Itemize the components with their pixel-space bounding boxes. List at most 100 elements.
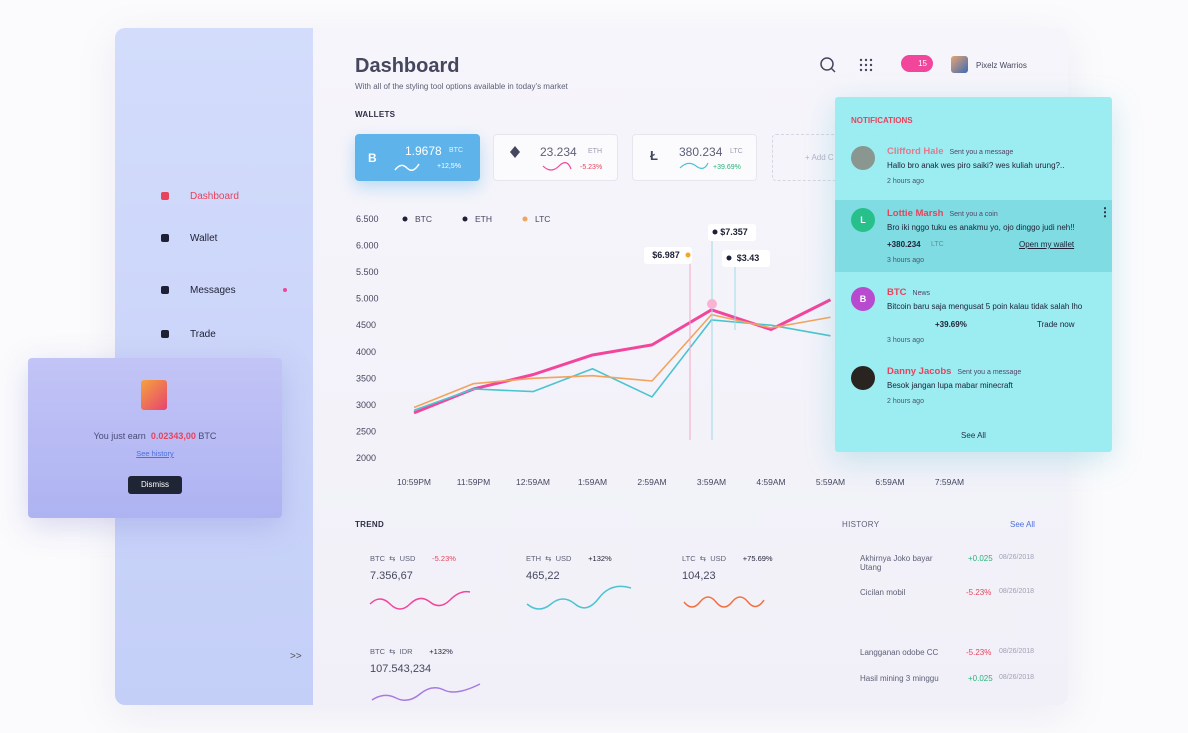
avatar: B xyxy=(851,287,875,311)
y-tick-label: 4000 xyxy=(356,347,376,357)
annotation: $7.357 xyxy=(720,227,748,237)
sender-name: Danny Jacobs xyxy=(887,366,952,377)
annotation-box xyxy=(722,250,770,267)
wallet-amount: 380.234 xyxy=(679,145,723,159)
wallet-card[interactable]: B 1.9678 BTC +12,5% xyxy=(355,134,480,181)
x-tick-label: 2:59AM xyxy=(637,477,666,487)
wallet-amount: 23.234 xyxy=(540,145,577,159)
message: Hallo bro anak wes piro saiki? wes kulia… xyxy=(887,161,1065,170)
quote: USD xyxy=(399,554,416,563)
section-label: TREND xyxy=(355,520,385,529)
coin-icon: B xyxy=(368,151,377,165)
y-tick-label: 2500 xyxy=(356,426,376,436)
add-wallet-label: + Add C xyxy=(805,153,834,162)
trend-item[interactable]: LTC ⇆ USD +75.69% 104,23 xyxy=(682,554,773,582)
name: Cicilan mobil xyxy=(860,588,906,597)
quote: USD xyxy=(555,554,572,563)
wallet-amount: 1.9678 xyxy=(405,144,442,158)
name: Akhirnya Joko bayar Utang xyxy=(860,554,933,572)
highlight xyxy=(835,200,1112,272)
y-tick-label: 5.500 xyxy=(356,267,379,277)
action: Sent you a message xyxy=(957,369,1022,376)
amount: +380.234 xyxy=(887,240,921,249)
series-line xyxy=(413,298,832,415)
x-tick-label: 6:59AM xyxy=(875,477,904,487)
sparkline xyxy=(369,590,471,610)
sender: Danny Jacobs Sent you a message xyxy=(887,366,1021,377)
history-link[interactable]: See history xyxy=(136,449,174,458)
trend-item[interactable]: BTC ⇆ USD -5.23% 7.356,67 xyxy=(370,554,456,582)
sparkline xyxy=(683,596,765,608)
menu-label: Messages xyxy=(190,285,236,296)
trend-item[interactable]: BTC ⇆ IDR +132% 107.543,234 xyxy=(370,647,453,675)
name: Hasil mining 3 minggu xyxy=(860,674,939,683)
change: +132% xyxy=(588,554,612,563)
amount: -5.23% xyxy=(966,648,992,657)
y-tick-label: 5.000 xyxy=(356,294,379,304)
message: Bitcoin baru saja mengusat 5 poin kalau … xyxy=(887,302,1083,311)
legend-marker xyxy=(462,216,468,222)
more-menu[interactable]: ⋮ xyxy=(1099,205,1111,219)
x-tick-label: 11:59PM xyxy=(457,477,490,487)
price: 104,23 xyxy=(682,570,716,582)
menu-item[interactable]: Messages xyxy=(161,285,236,296)
search-icon[interactable] xyxy=(820,57,834,71)
menu-item[interactable]: Wallet xyxy=(161,233,218,244)
apps-icon[interactable] xyxy=(859,58,873,72)
sparkline xyxy=(679,162,709,169)
y-tick-label: 3500 xyxy=(356,373,376,383)
quote: USD xyxy=(710,554,727,563)
date: 08/26/2018 xyxy=(999,674,1035,681)
change: -5.23% xyxy=(432,554,456,563)
collapse-button[interactable]: >> xyxy=(290,651,302,662)
see-all[interactable]: See All xyxy=(961,431,986,440)
menu-label: Dashboard xyxy=(190,191,239,202)
sparkline xyxy=(542,162,572,171)
coin: LTC xyxy=(931,241,944,248)
wallet-coin: LTC xyxy=(730,148,743,155)
user-name[interactable]: Pixelz Warrios xyxy=(976,61,1027,70)
wallet-change: +39.69% xyxy=(713,164,741,171)
sender-name: BTC xyxy=(887,287,907,298)
unread-dot xyxy=(283,288,287,292)
annotation-box xyxy=(708,224,756,241)
series-line xyxy=(413,313,831,409)
earn-popup: You just earn 0.02343,00 BTC See history… xyxy=(28,358,282,518)
see-all[interactable]: See All xyxy=(1010,520,1035,529)
date: 08/26/2018 xyxy=(999,648,1035,655)
avatar: L xyxy=(851,208,875,232)
sparkline xyxy=(394,163,420,171)
x-tick-label: 5:59AM xyxy=(816,477,845,487)
menu-label: Wallet xyxy=(190,233,218,244)
date: 08/26/2018 xyxy=(999,554,1035,561)
x-tick-label: 3:59AM xyxy=(697,477,726,487)
annotation: $3.43 xyxy=(737,253,760,263)
coin-icon: Ł xyxy=(650,148,658,163)
notification-badge[interactable]: 15 xyxy=(901,55,933,72)
wallet-card[interactable]: 380.234 LTC +39.69% xyxy=(632,134,757,181)
wallet-change: -5.23% xyxy=(580,164,603,171)
menu-item[interactable]: Trade xyxy=(161,329,216,340)
trend-item[interactable]: ETH ⇆ USD +132% 465,22 xyxy=(526,554,612,582)
search-handle xyxy=(830,67,836,73)
base: BTC xyxy=(370,554,385,563)
avatar xyxy=(851,146,875,170)
dismiss-button[interactable]: Dismiss xyxy=(128,476,182,494)
base: ETH xyxy=(526,554,541,563)
menu-item[interactable]: Dashboard xyxy=(161,191,239,202)
panel-title: NOTIFICATIONS xyxy=(851,116,913,125)
link[interactable]: Trade now xyxy=(1037,320,1075,329)
toolbar-icons xyxy=(820,57,873,73)
legend-label: BTC xyxy=(415,214,432,224)
link[interactable]: Open my wallet xyxy=(1019,240,1075,249)
date: 08/26/2018 xyxy=(999,588,1035,595)
section-label: HISTORY xyxy=(842,520,880,529)
coin-icon xyxy=(510,146,520,158)
reward-icon xyxy=(141,380,167,410)
action: News xyxy=(912,290,931,297)
wallet-card[interactable]: 23.234 ETH -5.23% xyxy=(493,134,618,181)
amount: +0.025 xyxy=(968,674,993,683)
